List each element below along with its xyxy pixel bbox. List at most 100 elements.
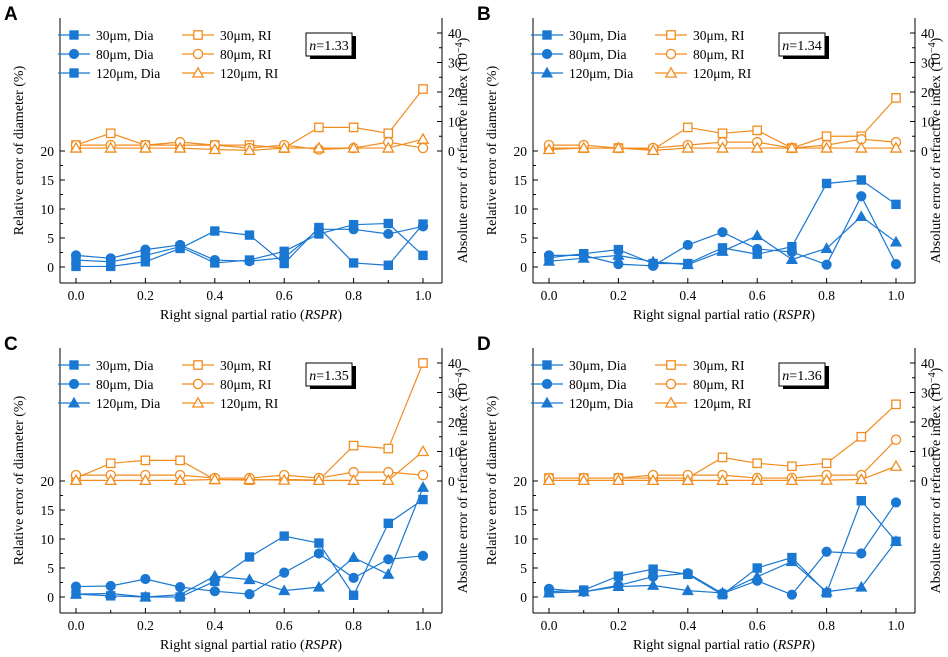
legend-label: 30μm, Dia <box>569 28 626 43</box>
x-axis-title-main: Right signal partial ratio ( <box>160 638 305 653</box>
legend-marker <box>542 360 552 370</box>
data-point <box>612 473 625 486</box>
x-axis-title-end: ) <box>810 308 815 323</box>
data-point <box>612 141 625 153</box>
x-axis-title-end: ) <box>337 638 342 653</box>
data-point <box>347 551 360 563</box>
data-point <box>787 461 797 472</box>
legend-marker <box>69 360 79 370</box>
right-axis-title-end: ) <box>929 37 944 42</box>
legend-label: 80μm, Dia <box>96 377 153 392</box>
data-point <box>383 128 394 139</box>
x-axis-title-italic: RSPR <box>777 638 811 653</box>
left-tick-label: 15 <box>514 503 528 518</box>
data-point <box>647 255 660 267</box>
left-tick-label: 0 <box>47 590 54 605</box>
x-tick-label: 0.0 <box>541 288 558 303</box>
n-symbol: n <box>309 39 316 54</box>
legend-marker <box>191 396 205 408</box>
right-axis-title-end: ) <box>456 37 471 42</box>
right-axis-title-exponent: −4 <box>454 372 465 383</box>
legend-label: 120μm, RI <box>220 66 279 81</box>
right-tick-label: 40 <box>448 356 462 371</box>
series-line <box>548 502 897 596</box>
x-tick-label: 0.6 <box>749 288 766 303</box>
data-point <box>717 128 728 139</box>
series-line <box>549 403 897 479</box>
data-point <box>785 473 799 486</box>
legend-label: 30μm, RI <box>220 358 272 373</box>
data-point <box>856 191 867 202</box>
data-point <box>210 226 220 236</box>
x-axis-title-end: ) <box>337 308 342 323</box>
data-point <box>418 494 428 505</box>
left-tick-label: 15 <box>41 173 55 188</box>
data-point <box>821 259 832 270</box>
legend-label: 120μm, Dia <box>96 396 160 411</box>
data-point <box>417 221 429 232</box>
x-tick-label: 1.0 <box>888 288 905 303</box>
data-point <box>716 586 729 598</box>
data-point <box>69 141 83 153</box>
left-tick-label: 20 <box>514 474 528 489</box>
legend-marker <box>192 48 204 60</box>
legend-marker <box>191 66 205 78</box>
data-point <box>889 459 903 471</box>
x-axis-title-main: Right signal partial ratio ( <box>633 638 778 653</box>
data-point <box>854 473 868 485</box>
data-point <box>890 497 902 508</box>
legend-label: 120μm, Dia <box>569 66 633 81</box>
data-point <box>383 443 394 454</box>
data-point <box>139 141 152 153</box>
data-point <box>173 141 187 153</box>
x-tick-label: 0.8 <box>818 288 835 303</box>
right-tick-label: 30 <box>448 386 462 401</box>
left-tick-label: 0 <box>47 260 54 275</box>
data-point <box>820 242 833 253</box>
data-point <box>208 143 222 155</box>
left-tick-label: 5 <box>47 231 54 246</box>
legend-marker <box>541 48 553 60</box>
x-axis-title: Right signal partial ratio (RSPR) <box>633 308 815 323</box>
data-point <box>542 254 556 266</box>
series-line <box>548 540 897 594</box>
data-point <box>313 548 324 559</box>
data-point <box>820 473 833 485</box>
x-tick-label: 0.2 <box>610 618 627 633</box>
data-point <box>612 249 625 260</box>
data-point <box>312 141 326 153</box>
data-point <box>542 473 556 486</box>
right-tick-label: 10 <box>921 115 935 130</box>
data-point <box>312 473 326 486</box>
data-point <box>278 584 291 596</box>
x-tick-label: 0.6 <box>276 618 293 633</box>
data-point <box>104 473 118 486</box>
legend-marker <box>664 66 678 78</box>
data-point <box>348 440 359 451</box>
data-point <box>856 175 867 185</box>
data-point <box>681 473 695 486</box>
right-tick-label: 0 <box>448 144 455 159</box>
x-tick-label: 0.0 <box>541 618 558 633</box>
legend-label: 120μm, Dia <box>96 66 160 81</box>
x-tick-label: 0.2 <box>137 618 154 633</box>
data-point <box>71 255 81 265</box>
data-point <box>891 199 901 210</box>
x-tick-label: 0.6 <box>276 288 293 303</box>
data-point <box>277 473 291 485</box>
n-symbol: n <box>309 369 316 384</box>
series-line <box>548 499 897 596</box>
right-tick-label: 40 <box>921 356 935 371</box>
legend-label: 120μm, RI <box>693 396 752 411</box>
data-point <box>347 473 360 486</box>
legend-label: 80μm, RI <box>220 47 272 62</box>
left-tick-label: 20 <box>41 474 55 489</box>
n-box-label: n=1.34 <box>782 39 821 54</box>
data-point <box>856 548 867 559</box>
panel-label: C <box>4 334 18 355</box>
legend-marker <box>541 378 553 390</box>
left-tick-label: 15 <box>514 173 528 188</box>
data-point <box>855 210 868 222</box>
x-tick-label: 1.0 <box>888 618 905 633</box>
right-tick-label: 40 <box>448 26 462 41</box>
